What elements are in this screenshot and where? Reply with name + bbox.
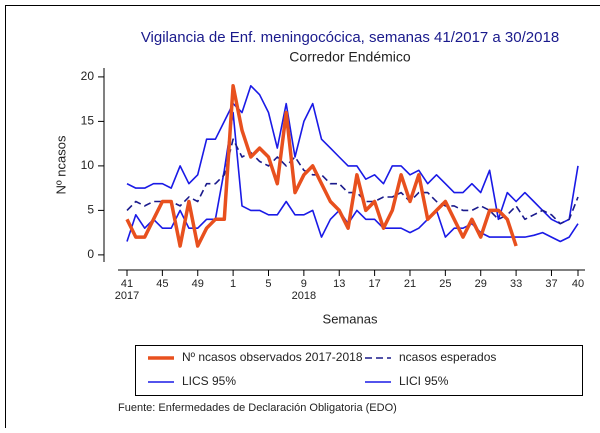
x-tick-label: 40: [572, 278, 584, 290]
x-tick-label: 9: [301, 278, 307, 290]
y-tick-label: 15: [81, 114, 95, 128]
x-tick-label: 13: [333, 278, 345, 290]
x-tick-label: 41: [121, 278, 133, 290]
y-tick-label: 0: [87, 247, 94, 261]
x-tick-label: 25: [439, 278, 451, 290]
y-axis-label: Nº ncasos: [53, 135, 68, 194]
chart-title: Vigilancia de Enf. meningocócica, semana…: [141, 29, 559, 46]
legend-label: Nº ncasos observados 2017-2018: [182, 350, 363, 364]
year-label: 2018: [292, 290, 316, 302]
x-tick-label: 21: [404, 278, 416, 290]
y-tick-label: 5: [87, 203, 94, 217]
legend-label: LICI 95%: [399, 374, 449, 388]
x-axis-label: Semanas: [323, 311, 378, 326]
y-tick-label: 10: [81, 158, 95, 172]
x-tick-label: 45: [156, 278, 168, 290]
x-tick-label: 49: [192, 278, 204, 290]
x-tick-label: 1: [230, 278, 236, 290]
x-tick-label: 29: [475, 278, 487, 290]
x-tick-label: 17: [368, 278, 380, 290]
y-tick-label: 20: [81, 69, 95, 83]
source-note: Fuente: Enfermedades de Declaración Obli…: [118, 402, 397, 414]
x-tick-label: 37: [545, 278, 557, 290]
x-tick-label: 33: [510, 278, 522, 290]
year-label: 2017: [115, 290, 139, 302]
legend-label: ncasos esperados: [399, 350, 496, 364]
legend-label: LICS 95%: [182, 374, 236, 388]
chart-subtitle: Corredor Endémico: [289, 49, 411, 65]
x-tick-label: 5: [265, 278, 271, 290]
